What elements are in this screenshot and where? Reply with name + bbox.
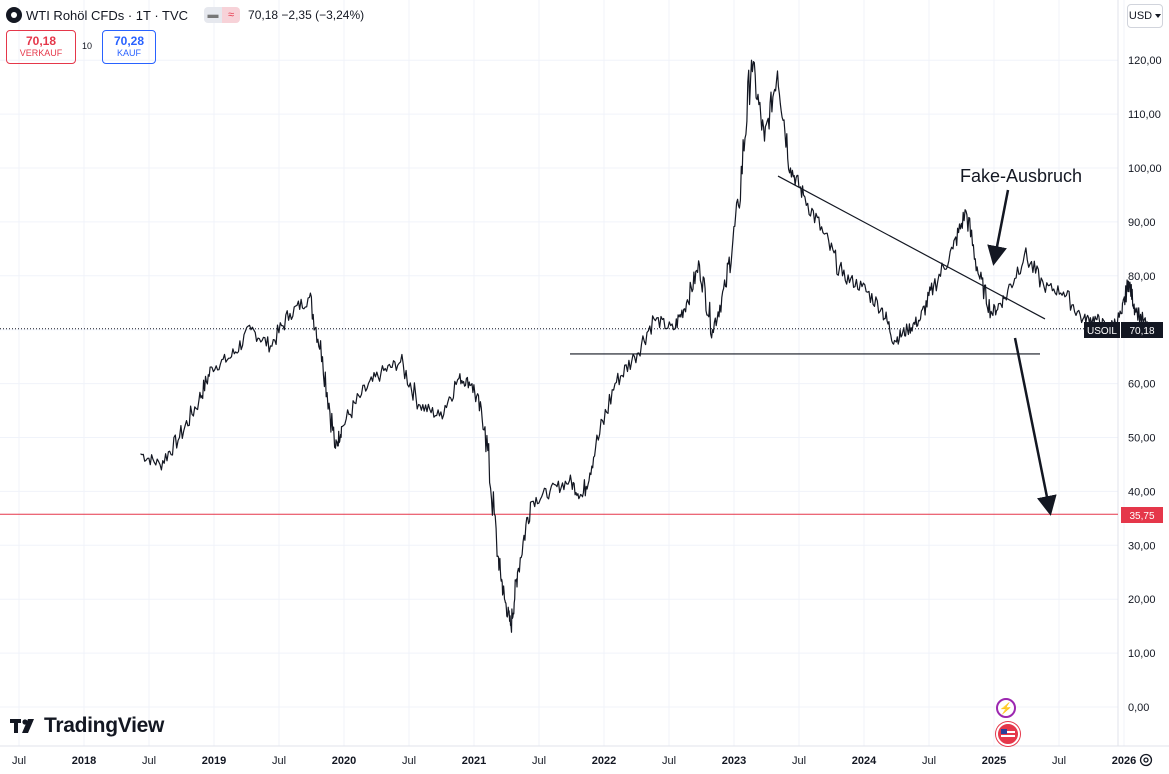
y-tick-label: 30,00	[1128, 540, 1156, 552]
target-price-badge: 35,75	[1121, 507, 1163, 523]
x-tick-label: 2023	[722, 755, 746, 767]
x-tick-label: Jul	[922, 755, 936, 767]
y-tick-label: 110,00	[1128, 109, 1161, 121]
symbol-logo-icon	[6, 7, 22, 23]
price-change: 70,18 −2,35 (−3,24%)	[248, 8, 365, 22]
target-badge-value: 35,75	[1129, 511, 1154, 522]
x-tick-label: Jul	[792, 755, 806, 767]
chart-header: WTI Rohöl CFDs · 1T · TVC ▬ ≈ 70,18 −2,3…	[6, 6, 364, 24]
x-tick-label: 2025	[982, 755, 1006, 767]
tradingview-logo-text: TradingView	[44, 714, 165, 737]
y-tick-label: 60,00	[1128, 379, 1156, 391]
x-tick-label: Jul	[532, 755, 546, 767]
spread-value: 10	[82, 41, 93, 51]
x-tick-label: 2020	[332, 755, 356, 767]
resistance-trend-line[interactable]	[777, 175, 1046, 320]
usoil-badge-label: USOIL	[1087, 326, 1117, 337]
x-tick-label: 2026	[1112, 755, 1136, 767]
fake-breakout-arrow[interactable]	[987, 189, 1010, 266]
y-tick-label: 120,00	[1128, 55, 1162, 67]
y-tick-label: 80,00	[1128, 271, 1156, 283]
currency-select[interactable]: USD	[1127, 4, 1163, 28]
tradingview-logo-icon	[10, 719, 34, 733]
usoil-badge-value: 70,18	[1129, 326, 1154, 337]
buy-label: KAUF	[116, 47, 141, 58]
y-tick-label: 0,00	[1128, 702, 1149, 714]
y-axis: 0,0010,0020,0030,0040,0050,0060,0070,008…	[1128, 55, 1162, 714]
sell-price: 70,18	[25, 34, 57, 49]
y-tick-label: 100,00	[1128, 163, 1162, 175]
x-tick-label: Jul	[402, 755, 416, 767]
buy-price: 70,28	[113, 34, 145, 49]
tradingview-logo[interactable]: TradingView	[10, 714, 164, 738]
sell-button[interactable]: 70,18 VERKAUF	[6, 30, 76, 64]
settings-gear-icon[interactable]	[1136, 750, 1156, 770]
fake-breakout-label: Fake-Ausbruch	[960, 166, 1082, 186]
x-tick-label: 2022	[592, 755, 616, 767]
sell-label: VERKAUF	[19, 47, 63, 58]
y-tick-label: 90,00	[1128, 217, 1156, 229]
y-tick-label: 20,00	[1128, 594, 1156, 606]
minus-icon[interactable]: ▬	[204, 7, 223, 23]
y-tick-label: 10,00	[1128, 648, 1156, 660]
chart-grid	[0, 0, 1125, 746]
x-tick-label: 2018	[72, 755, 96, 767]
us-flag-graphic	[1001, 729, 1015, 739]
buy-button[interactable]: 70,28 KAUF	[102, 30, 156, 64]
x-tick-label: Jul	[12, 755, 26, 767]
price-series-line	[140, 59, 1149, 633]
x-tick-label: 2021	[462, 755, 486, 767]
y-tick-label: 40,00	[1128, 486, 1156, 498]
chart-mode-toggle[interactable]: ▬ ≈	[204, 7, 241, 23]
us-flag-icon[interactable]	[996, 722, 1020, 746]
target-arrow[interactable]	[1013, 337, 1057, 516]
lightning-icon[interactable]: ⚡	[996, 698, 1016, 718]
x-tick-label: Jul	[142, 755, 156, 767]
x-tick-label: Jul	[272, 755, 286, 767]
usoil-price-badge: USOIL 70,18	[1084, 322, 1163, 338]
symbol-title[interactable]: WTI Rohöl CFDs · 1T · TVC	[26, 7, 189, 23]
x-axis: Jul 2018 Jul 2019 Jul 2020 Jul 2021 Jul 2022 Jul 20…	[12, 755, 1136, 767]
wave-icon[interactable]: ≈	[222, 7, 241, 23]
x-tick-label: 2019	[202, 755, 226, 767]
x-tick-label: Jul	[662, 755, 676, 767]
y-tick-label: 50,00	[1128, 433, 1156, 445]
x-tick-label: Jul	[1052, 755, 1066, 767]
x-tick-label: 2024	[852, 755, 877, 767]
